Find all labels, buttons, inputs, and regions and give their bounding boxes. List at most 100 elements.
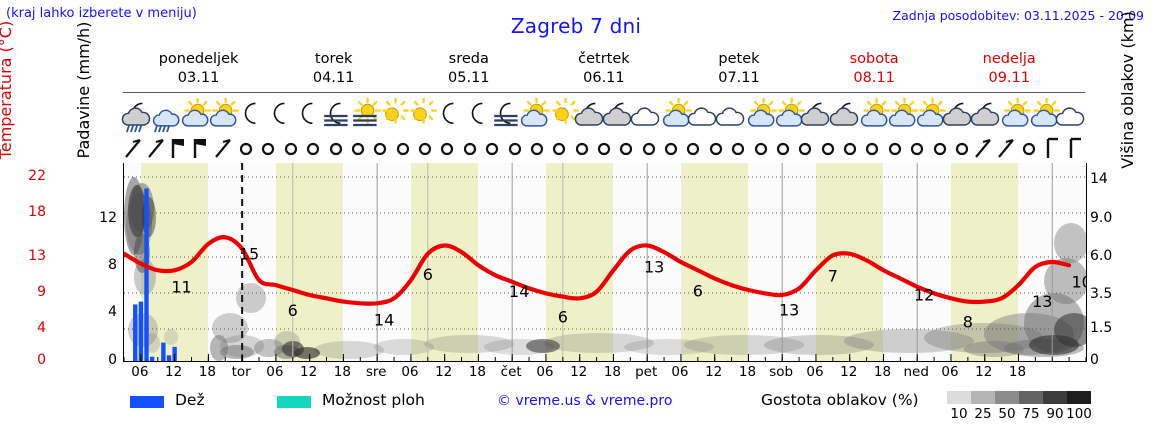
temperature-point-label: 15	[239, 244, 259, 263]
axis-title-cloud-height: Višina oblakov (km)	[1118, 11, 1137, 169]
wind-calm-icon	[547, 136, 573, 160]
wind-barb-icon	[995, 136, 1021, 160]
wind-calm-icon	[681, 136, 707, 160]
moon-cloud-icon	[940, 98, 976, 134]
tick-precipitation-0: 0	[108, 352, 117, 368]
sun-cloud-icon	[176, 97, 212, 134]
tick-temperature-4: 4	[37, 320, 46, 336]
tick-cloudheight-14: 14	[1090, 171, 1108, 187]
cloud-density-tick-50: 50	[998, 406, 1016, 422]
wind-calm-icon	[413, 136, 439, 160]
wind-calm-icon	[458, 136, 484, 160]
temperature-point-label: 12	[914, 286, 934, 305]
time-label-18: 18	[1008, 364, 1027, 380]
cloud-density-title: Gostota oblakov (%)	[761, 391, 919, 409]
last-update-label: Zadnja posodobitev: 03.11.2025 - 20:09	[892, 8, 1144, 23]
day-name: sreda	[448, 51, 489, 67]
cloud-density-tick-10: 10	[950, 406, 968, 422]
wind-calm-icon	[905, 136, 931, 160]
sun-cloud-icon	[204, 97, 240, 134]
sun-icon	[544, 97, 580, 134]
temperature-point-label: 13	[1032, 292, 1052, 311]
sun-icon	[402, 97, 438, 134]
legend-credit[interactable]: © vreme.us & vreme.pro	[497, 393, 673, 409]
time-label-18: 18	[333, 364, 351, 380]
wind-calm-icon	[368, 136, 394, 160]
moon-cloud-icon	[798, 98, 834, 134]
cloud-density-step-90	[1043, 391, 1067, 404]
temperature-point-label: 6	[693, 281, 703, 300]
temperature-point-label: 6	[558, 308, 568, 327]
cloud-density-step-50	[995, 391, 1019, 404]
day-date: 03.11	[177, 70, 220, 86]
time-label-12: 12	[705, 364, 723, 380]
sun-fog-icon	[346, 97, 382, 134]
day-name: četrtek	[578, 51, 630, 67]
wind-calm-icon	[1017, 136, 1043, 160]
time-label-12: 12	[300, 364, 318, 380]
moon-cloud-icon	[968, 98, 1004, 134]
day-date: 05.11	[448, 70, 490, 86]
day-header-3: četrtek 06.11	[536, 50, 671, 90]
wind-calm-icon	[950, 136, 976, 160]
tick-cloudheight-3.5: 3.5	[1090, 286, 1113, 302]
wind-calm-icon	[771, 136, 797, 160]
moon-icon	[459, 98, 495, 134]
sun-cloud-icon	[515, 97, 551, 134]
day-date: 07.11	[718, 70, 760, 86]
day-header-1: torek 04.11	[266, 50, 401, 90]
wind-calm-icon	[346, 136, 372, 160]
legend-label-rain: Dež	[175, 391, 205, 409]
location-menu-note[interactable]: (kraj lahko izberete v meniju)	[6, 6, 197, 21]
temperature-point-label: 11	[171, 277, 191, 296]
daylight-band	[545, 163, 614, 361]
day-header-rule	[123, 92, 1085, 93]
wind-calm-icon	[816, 136, 842, 160]
cloud-density-tick-100: 100	[1066, 406, 1092, 422]
tick-temperature-9: 9	[37, 284, 46, 300]
wind-barb-strip	[123, 136, 1085, 162]
time-label-tor: tor	[231, 364, 251, 380]
wind-calm-icon	[928, 136, 954, 160]
moon-fog-icon	[487, 98, 523, 134]
legend-label-showers: Možnost ploh	[322, 391, 425, 409]
time-label-sre: sre	[365, 364, 387, 380]
sun-cloud-icon	[883, 97, 919, 134]
day-name: nedelja	[982, 51, 1036, 67]
sun-cloud-icon	[996, 97, 1032, 134]
tick-precipitation-4: 4	[108, 304, 117, 320]
moon-cloud-icon	[600, 98, 636, 134]
sun-cloud-icon	[770, 97, 806, 134]
page-title: Zagreb 7 dni	[510, 14, 642, 38]
time-label-12: 12	[570, 364, 588, 380]
cloud-icon	[628, 98, 664, 134]
wind-calm-icon	[279, 136, 305, 160]
wind-barb-icon	[145, 136, 171, 160]
moon-icon	[261, 98, 297, 134]
wind-barb-icon	[972, 136, 998, 160]
temperature-point-label: 6	[423, 265, 433, 284]
wind-calm-icon	[301, 136, 327, 160]
time-label-ned: ned	[903, 364, 929, 380]
day-header-2: sreda 05.11	[401, 50, 536, 90]
legend-swatch-showers	[277, 396, 311, 408]
wind-calm-icon	[234, 136, 260, 160]
wind-calm-icon	[525, 136, 551, 160]
time-label-06: 06	[131, 364, 149, 380]
temperature-point-label: 14	[509, 282, 529, 301]
time-label-06: 06	[806, 364, 824, 380]
day-header-0: ponedeljek 03.11	[131, 50, 266, 90]
sun-cloud-icon	[1025, 97, 1061, 134]
wind-calm-icon	[570, 136, 596, 160]
wind-calm-icon	[503, 136, 529, 160]
day-header-5: sobota 08.11	[807, 50, 942, 90]
temperature-point-label: 7	[828, 266, 838, 285]
wind-calm-icon	[659, 136, 685, 160]
wind-barb-bar-icon	[1062, 136, 1088, 160]
time-label-18: 18	[468, 364, 486, 380]
wind-calm-icon	[435, 136, 461, 160]
cloud-density-step-10	[947, 391, 971, 404]
day-date: 09.11	[988, 70, 1030, 86]
meteogram-plot: 11 15 14 14 13 13 12 13 6 6 6 6 7 8 10	[123, 163, 1087, 362]
